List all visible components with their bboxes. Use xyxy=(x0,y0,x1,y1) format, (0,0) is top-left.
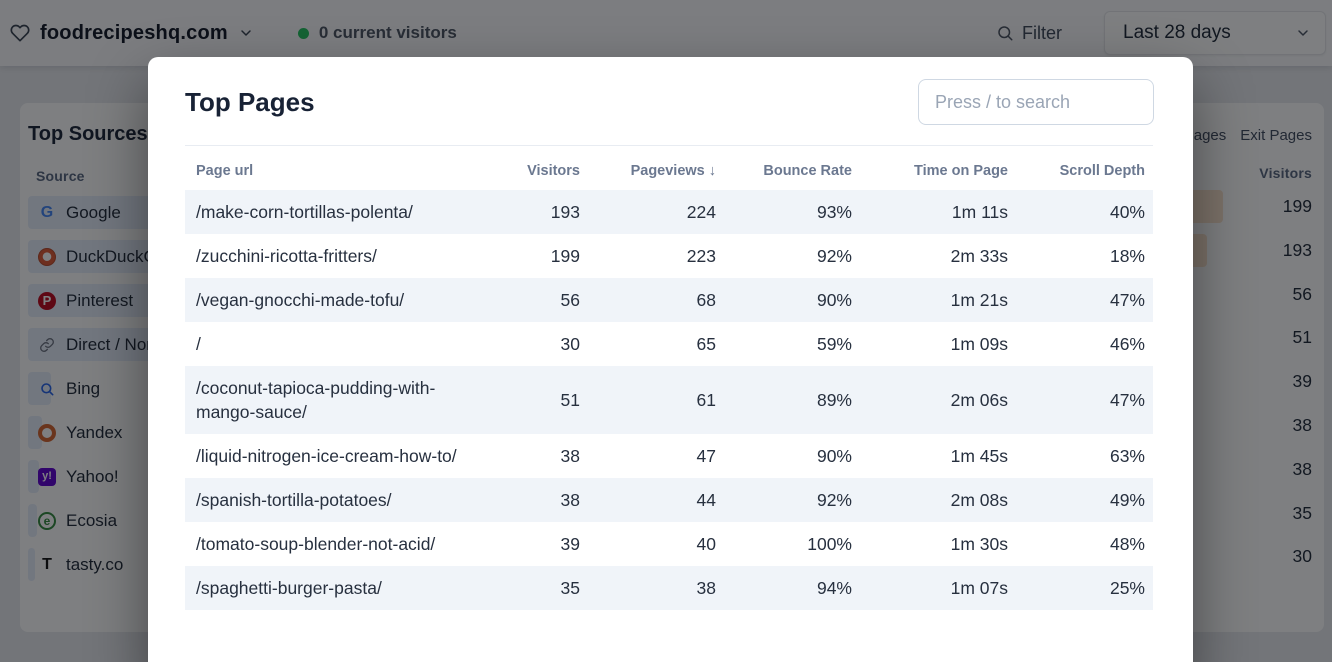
visitors-cell: 56 xyxy=(560,290,580,310)
column-scroll-depth[interactable]: Scroll Depth xyxy=(1059,163,1145,179)
bounce-rate-cell: 90% xyxy=(816,290,852,310)
visitors-cell: 199 xyxy=(550,246,580,266)
time-on-page-cell: 1m 21s xyxy=(950,290,1008,310)
table-row[interactable]: /make-corn-tortillas-polenta/ 193 224 93… xyxy=(185,190,1153,234)
modal-divider xyxy=(185,145,1153,146)
pageviews-cell: 38 xyxy=(696,578,716,598)
scroll-depth-cell: 47% xyxy=(1109,390,1145,410)
page-url-cell[interactable]: /zucchini-ricotta-fritters/ xyxy=(196,246,377,266)
scroll-depth-cell: 47% xyxy=(1109,290,1145,310)
table-body: /make-corn-tortillas-polenta/ 193 224 93… xyxy=(185,190,1153,610)
time-on-page-cell: 2m 33s xyxy=(950,246,1008,266)
page-url-cell[interactable]: / xyxy=(196,334,201,354)
table-row[interactable]: /vegan-gnocchi-made-tofu/ 56 68 90% 1m 2… xyxy=(185,278,1153,322)
time-on-page-cell: 1m 11s xyxy=(951,202,1008,222)
scroll-depth-cell: 49% xyxy=(1109,490,1145,510)
pageviews-cell: 61 xyxy=(696,390,716,410)
top-pages-table: Page url Visitors Pageviews ↓ Bounce Rate… xyxy=(185,146,1153,610)
pageviews-cell: 224 xyxy=(686,202,716,222)
table-row[interactable]: /spanish-tortilla-potatoes/ 38 44 92% 2m… xyxy=(185,478,1153,522)
scroll-depth-cell: 48% xyxy=(1109,534,1145,554)
time-on-page-cell: 1m 07s xyxy=(950,578,1008,598)
modal-search-input[interactable] xyxy=(918,79,1154,125)
page-url-cell[interactable]: /liquid-nitrogen-ice-cream-how-to/ xyxy=(196,446,457,466)
pageviews-cell: 40 xyxy=(696,534,716,554)
table-row[interactable]: / 30 65 59% 1m 09s 46% xyxy=(185,322,1153,366)
page-url-cell[interactable]: /spaghetti-burger-pasta/ xyxy=(196,578,382,598)
bounce-rate-cell: 90% xyxy=(816,446,852,466)
time-on-page-cell: 2m 08s xyxy=(950,490,1008,510)
bounce-rate-cell: 59% xyxy=(816,334,852,354)
time-on-page-cell: 1m 45s xyxy=(950,446,1008,466)
sort-descending-icon: ↓ xyxy=(708,163,716,179)
visitors-cell: 35 xyxy=(560,578,580,598)
time-on-page-cell: 1m 09s xyxy=(950,334,1008,354)
table-row[interactable]: /zucchini-ricotta-fritters/ 199 223 92% … xyxy=(185,234,1153,278)
scroll-depth-cell: 46% xyxy=(1109,334,1145,354)
pageviews-cell: 223 xyxy=(686,246,716,266)
page-url-cell[interactable]: /coconut-tapioca-pudding-with-mango-sauc… xyxy=(196,378,436,422)
visitors-cell: 51 xyxy=(560,390,580,410)
column-pageviews[interactable]: Pageviews ↓ xyxy=(630,163,716,179)
bounce-rate-cell: 94% xyxy=(816,578,852,598)
scroll-depth-cell: 18% xyxy=(1109,246,1145,266)
visitors-cell: 38 xyxy=(560,490,580,510)
modal-title: Top Pages xyxy=(185,86,315,117)
bounce-rate-cell: 93% xyxy=(816,202,852,222)
time-on-page-cell: 2m 06s xyxy=(950,390,1008,410)
modal-body: Page url Visitors Pageviews ↓ Bounce Rate… xyxy=(148,146,1193,610)
pageviews-cell: 65 xyxy=(696,334,716,354)
time-on-page-cell: 1m 30s xyxy=(950,534,1008,554)
pageviews-cell: 68 xyxy=(696,290,716,310)
page-url-cell[interactable]: /spanish-tortilla-potatoes/ xyxy=(196,490,392,510)
top-pages-modal: Top Pages Page url Visitors Pageviews↓ B… xyxy=(148,57,1193,662)
page-url-cell[interactable]: /make-corn-tortillas-polenta/ xyxy=(196,202,413,222)
table-row[interactable]: /spaghetti-burger-pasta/ 35 38 94% 1m 07… xyxy=(185,566,1153,610)
bounce-rate-cell: 92% xyxy=(816,246,852,266)
scroll-depth-cell: 40% xyxy=(1109,202,1145,222)
table-row[interactable]: /coconut-tapioca-pudding-with-mango-sauc… xyxy=(185,366,1153,434)
bounce-rate-cell: 92% xyxy=(816,490,852,510)
visitors-cell: 39 xyxy=(560,534,580,554)
column-bounce-rate[interactable]: Bounce Rate xyxy=(763,163,852,179)
modal-header: Top Pages xyxy=(148,57,1193,145)
visitors-cell: 30 xyxy=(560,334,580,354)
bounce-rate-cell: 100% xyxy=(807,534,852,554)
scroll-depth-cell: 25% xyxy=(1109,578,1145,598)
column-page-url[interactable]: Page url xyxy=(196,163,254,179)
visitors-cell: 38 xyxy=(560,446,580,466)
table-header-row: Page url Visitors Pageviews ↓ Bounce Rate… xyxy=(185,146,1153,190)
table-row[interactable]: /liquid-nitrogen-ice-cream-how-to/ 38 47… xyxy=(185,434,1153,478)
page-url-cell[interactable]: /tomato-soup-blender-not-acid/ xyxy=(196,534,436,554)
column-visitors[interactable]: Visitors xyxy=(527,163,580,179)
pageviews-cell: 47 xyxy=(696,446,716,466)
bounce-rate-cell: 89% xyxy=(816,390,852,410)
column-time-on-page[interactable]: Time on Page xyxy=(913,163,1008,179)
page-url-cell[interactable]: /vegan-gnocchi-made-tofu/ xyxy=(196,290,405,310)
scroll-depth-cell: 63% xyxy=(1109,446,1145,466)
table-row[interactable]: /tomato-soup-blender-not-acid/ 39 40 100… xyxy=(185,522,1153,566)
pageviews-cell: 44 xyxy=(696,490,716,510)
visitors-cell: 193 xyxy=(550,202,580,222)
